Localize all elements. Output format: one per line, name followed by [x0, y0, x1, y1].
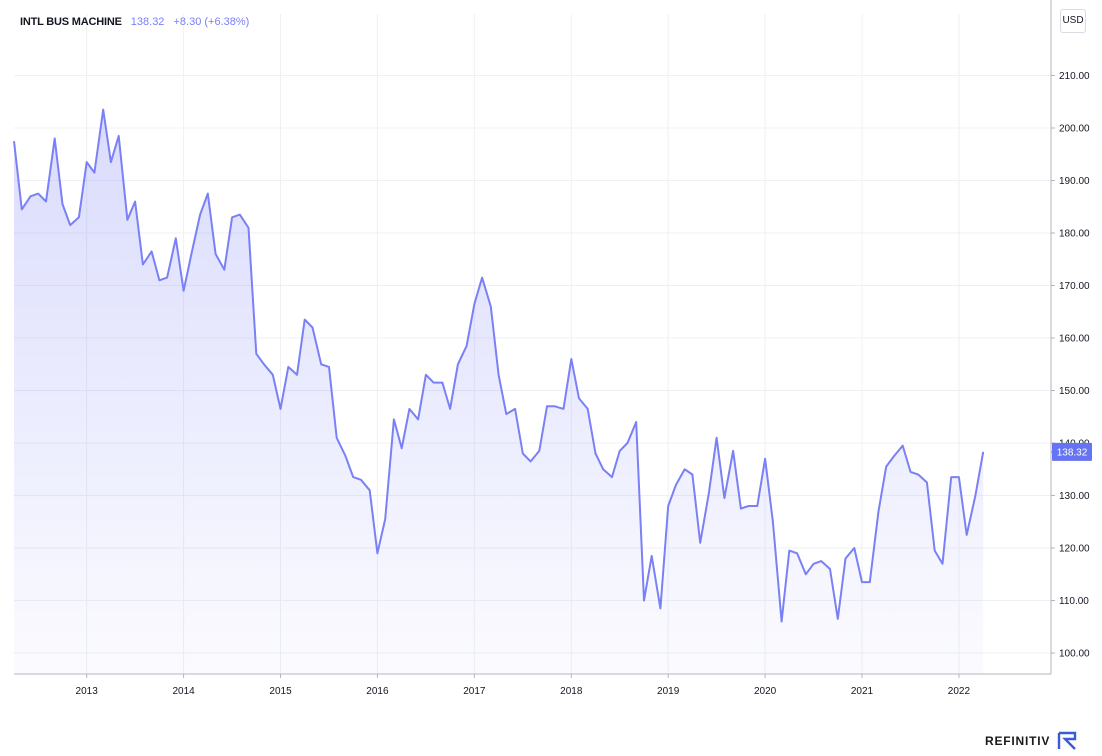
- x-tick-label: 2015: [269, 686, 292, 697]
- x-tick-label: 2013: [76, 686, 99, 697]
- x-tick-label: 2016: [366, 686, 389, 697]
- y-tick-label: 160.00: [1059, 334, 1090, 345]
- y-tick-label: 190.00: [1059, 176, 1090, 187]
- instrument-name: INTL BUS MACHINE: [20, 16, 122, 28]
- price-change: +8.30 (+6.38%): [173, 16, 250, 28]
- x-tick-label: 2014: [172, 686, 195, 697]
- last-price-tag: [1052, 442, 1092, 461]
- chart-header: INTL BUS MACHINE 138.32 +8.30 (+6.38%): [20, 16, 249, 28]
- x-tick-label: 2021: [851, 686, 874, 697]
- y-tick-label: 200.00: [1059, 124, 1090, 135]
- y-tick-label: 100.00: [1059, 649, 1090, 660]
- x-tick-label: 2022: [948, 686, 971, 697]
- y-tick-label: 130.00: [1059, 491, 1090, 502]
- last-price-tag-label: 138.32: [1057, 447, 1088, 458]
- x-tick-label: 2017: [463, 686, 486, 697]
- price-area-fill: [14, 109, 984, 675]
- currency-button[interactable]: USD: [1060, 9, 1086, 33]
- y-tick-label: 180.00: [1059, 229, 1090, 240]
- x-tick-label: 2019: [657, 686, 680, 697]
- y-tick-label: 120.00: [1059, 544, 1090, 555]
- price-line-series: [13, 108, 985, 623]
- logo-text: REFINITIV: [985, 734, 1051, 748]
- last-price: 138.32: [130, 16, 165, 28]
- y-tick-label: 150.00: [1059, 386, 1090, 397]
- refinitiv-mark-icon: [1058, 731, 1077, 750]
- x-tick-label: 2020: [754, 686, 777, 697]
- refinitiv-logo: REFINITIV: [985, 731, 1077, 751]
- x-tick-label: 2018: [560, 686, 583, 697]
- y-tick-label: 170.00: [1059, 281, 1090, 292]
- y-tick-label: 210.00: [1059, 71, 1090, 82]
- y-tick-label: 110.00: [1059, 596, 1089, 607]
- axes: [14, 0, 1055, 678]
